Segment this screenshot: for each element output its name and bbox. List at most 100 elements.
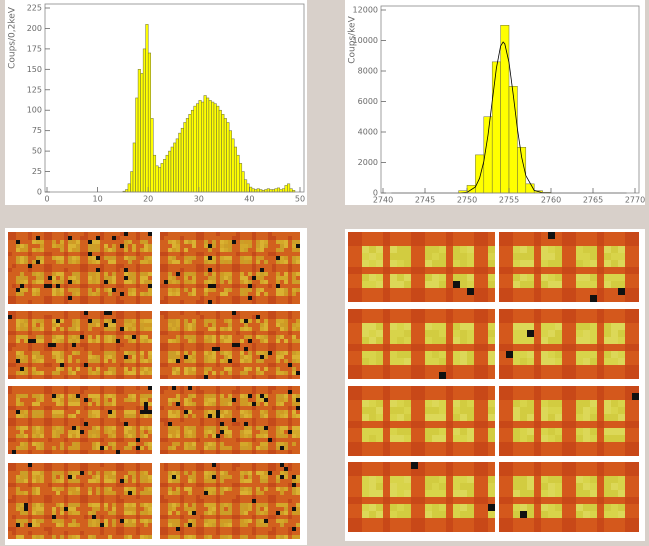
pixel bbox=[204, 367, 208, 371]
pixel bbox=[220, 503, 224, 507]
pixel bbox=[216, 296, 220, 300]
pixel bbox=[248, 491, 252, 495]
pixel bbox=[64, 499, 68, 503]
pixel bbox=[260, 331, 264, 335]
pixel bbox=[64, 406, 68, 410]
pixel bbox=[244, 351, 248, 355]
pixel bbox=[36, 471, 40, 475]
pixel bbox=[60, 248, 64, 252]
pixel bbox=[224, 280, 228, 284]
pixel bbox=[64, 256, 68, 260]
pixel bbox=[228, 240, 232, 244]
pixel bbox=[292, 479, 296, 483]
pixel bbox=[172, 347, 176, 351]
pixel bbox=[144, 450, 148, 454]
pixel bbox=[48, 479, 52, 483]
pixel bbox=[192, 523, 196, 527]
pixel bbox=[28, 438, 32, 442]
pixel bbox=[108, 430, 112, 434]
pixel bbox=[176, 511, 180, 515]
pixel bbox=[204, 252, 208, 256]
pixel bbox=[212, 479, 216, 483]
pixel bbox=[176, 264, 180, 268]
pixel bbox=[276, 252, 280, 256]
pixel bbox=[284, 410, 288, 414]
pixel bbox=[40, 386, 44, 390]
pixel bbox=[56, 426, 60, 430]
pixel bbox=[144, 300, 148, 304]
pixel bbox=[160, 531, 164, 535]
pixel bbox=[240, 463, 244, 467]
pixel bbox=[64, 430, 68, 434]
pixel bbox=[224, 519, 228, 523]
pixel bbox=[164, 355, 168, 359]
pixel bbox=[224, 315, 228, 319]
pixel bbox=[280, 523, 284, 527]
pixel bbox=[236, 240, 240, 244]
pixel bbox=[272, 248, 276, 252]
pixel bbox=[124, 240, 128, 244]
pixel bbox=[240, 280, 244, 284]
pixel bbox=[188, 311, 192, 315]
pixel bbox=[80, 335, 84, 339]
pixel bbox=[108, 339, 112, 343]
pixel bbox=[168, 430, 172, 434]
pixel bbox=[60, 300, 64, 304]
pixel bbox=[120, 450, 124, 454]
pixel bbox=[132, 272, 136, 276]
pixel bbox=[92, 491, 96, 495]
pixel bbox=[108, 292, 112, 296]
pixel bbox=[296, 276, 300, 280]
pixel bbox=[248, 414, 252, 418]
pixel bbox=[204, 402, 208, 406]
pixel bbox=[252, 390, 256, 394]
pixel bbox=[124, 406, 128, 410]
pixel bbox=[120, 531, 124, 535]
pixel bbox=[260, 446, 264, 450]
pixel bbox=[272, 371, 276, 375]
pixel bbox=[32, 236, 36, 240]
pixel bbox=[12, 519, 16, 523]
pixel bbox=[232, 467, 236, 471]
pixel bbox=[140, 315, 144, 319]
pixel bbox=[36, 463, 40, 467]
pixel bbox=[100, 438, 104, 442]
pixel bbox=[92, 394, 96, 398]
pixel bbox=[28, 390, 32, 394]
pixel bbox=[268, 479, 272, 483]
pixel bbox=[204, 268, 208, 272]
pixel bbox=[284, 483, 288, 487]
pixel bbox=[84, 284, 88, 288]
pixel bbox=[232, 371, 236, 375]
pixel bbox=[12, 236, 16, 240]
pixel bbox=[100, 519, 104, 523]
pixel bbox=[16, 232, 20, 236]
pixel bbox=[128, 347, 132, 351]
pixel bbox=[196, 515, 200, 519]
pixel bbox=[104, 491, 108, 495]
pixel bbox=[100, 359, 104, 363]
pixel bbox=[44, 426, 48, 430]
pixel bbox=[200, 414, 204, 418]
pixel bbox=[288, 272, 292, 276]
pixel bbox=[228, 499, 232, 503]
pixel bbox=[296, 323, 300, 327]
pixel bbox=[120, 248, 124, 252]
pixel bbox=[28, 296, 32, 300]
pixel bbox=[20, 487, 24, 491]
pixel bbox=[196, 331, 200, 335]
pixel bbox=[72, 272, 76, 276]
pixel bbox=[200, 499, 204, 503]
pixel bbox=[164, 406, 168, 410]
pixel bbox=[40, 499, 44, 503]
pixel bbox=[132, 268, 136, 272]
pixel bbox=[280, 240, 284, 244]
pixel bbox=[268, 331, 272, 335]
pixel bbox=[224, 463, 228, 467]
pixel bbox=[128, 446, 132, 450]
pixel bbox=[200, 402, 204, 406]
pixel bbox=[212, 487, 216, 491]
pixel bbox=[212, 371, 216, 375]
pixel bbox=[292, 471, 296, 475]
pixel bbox=[84, 386, 88, 390]
